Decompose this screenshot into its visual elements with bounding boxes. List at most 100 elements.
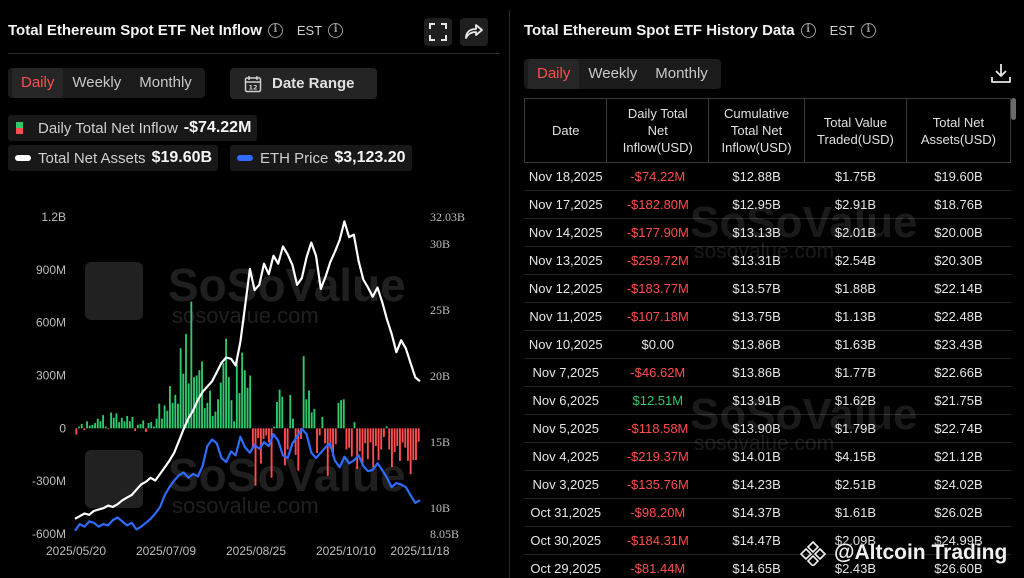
right-axis-tick-label: 10B — [430, 501, 450, 515]
fullscreen-button[interactable] — [424, 18, 452, 46]
inflow-bar — [88, 425, 91, 429]
legend-daily-inflow[interactable]: Daily Total Net Inflow -$74.22M — [8, 115, 258, 141]
cell-daily-inflow: -$46.62M — [606, 358, 709, 387]
col-date: Date — [524, 98, 608, 163]
timezone-info-icon[interactable]: i — [328, 23, 344, 38]
tab-monthly[interactable]: Monthly — [139, 74, 192, 91]
table-row[interactable]: Oct 31,2025 -$98.20M $14.37B $1.61B $26.02B — [524, 498, 1011, 527]
table-row[interactable]: Nov 14,2025 -$177.90M $13.13B $2.01B $20.00B — [524, 218, 1011, 247]
cell-cumulative: $13.13B — [708, 218, 805, 247]
table-row[interactable]: Nov 3,2025 -$135.76M $14.23B $2.51B $24.02B — [524, 470, 1011, 499]
inflow-bar — [83, 428, 86, 431]
inflow-bar — [275, 401, 278, 429]
cell-cumulative: $13.86B — [708, 330, 805, 359]
table-row[interactable]: Nov 18,2025 -$74.22M $12.88B $1.75B $19.60B — [524, 162, 1011, 191]
inflow-bar — [289, 394, 292, 429]
inflow-bar — [107, 428, 110, 430]
cell-date: Nov 10,2025 — [524, 330, 607, 359]
inflow-bar — [254, 428, 257, 486]
legend-assets-value: $19.60B — [151, 149, 213, 166]
history-table: Date Daily Total Net Inflow(USD) Cumulat… — [524, 98, 1011, 578]
inflow-bar — [182, 373, 185, 429]
inflow-bar — [246, 387, 249, 429]
table-row[interactable]: Nov 13,2025 -$259.72M $13.31B $2.54B $20.30B — [524, 246, 1011, 275]
left-axis-tick-label: 300M — [36, 369, 66, 383]
inflow-bar — [131, 416, 134, 429]
table-row[interactable]: Nov 11,2025 -$107.18M $13.75B $1.13B $22.48B — [524, 302, 1011, 331]
right-axis-tick-label: 32.03B — [430, 210, 465, 224]
table-row[interactable]: Nov 7,2025 -$46.62M $13.86B $1.77B $22.66B — [524, 358, 1011, 387]
left-axis-tick-label: 600M — [36, 316, 66, 330]
inflow-bar — [401, 428, 404, 443]
right-axis-tick-label: 15B — [430, 435, 450, 449]
cell-daily-inflow: -$107.18M — [606, 302, 709, 331]
cell-date: Nov 5,2025 — [524, 414, 607, 443]
info-icon[interactable]: i — [267, 23, 283, 38]
table-row[interactable]: Nov 12,2025 -$183.77M $13.57B $1.88B $22.14B — [524, 274, 1011, 303]
cell-traded: $2.01B — [804, 218, 907, 247]
table-row[interactable]: Oct 30,2025 -$184.31M $14.47B $2.09B $24.99B — [524, 526, 1011, 555]
panel-divider — [509, 10, 510, 578]
table-watermark-brand-bottom: SoSoValue — [690, 390, 918, 439]
table-row[interactable]: Nov 17,2025 -$182.80M $12.95B $2.91B $18.76B — [524, 190, 1011, 219]
inflow-bar — [342, 399, 345, 429]
history-timezone-info-icon[interactable]: i — [860, 23, 876, 38]
table-row[interactable]: Nov 10,2025 $0.00 $13.86B $1.63B $23.43B — [524, 330, 1011, 359]
history-table-container[interactable]: Date Daily Total Net Inflow(USD) Cumulat… — [524, 98, 1011, 578]
tab-daily[interactable]: Daily — [12, 68, 64, 98]
inflow-bar — [399, 428, 401, 461]
inflow-bar — [120, 417, 123, 429]
inflow-bar — [150, 422, 153, 429]
legend-net-assets[interactable]: Total Net Assets $19.60B — [8, 145, 219, 171]
cell-cumulative: $13.86B — [708, 358, 805, 387]
credit-text: @Altcoin Trading — [834, 541, 1008, 564]
table-row[interactable]: Nov 4,2025 -$219.37M $14.01B $4.15B $21.12B — [524, 442, 1011, 471]
tab-weekly[interactable]: Weekly — [72, 74, 122, 91]
inflow-bar — [185, 334, 187, 429]
inflow-bar — [318, 428, 321, 436]
inflow-bar — [222, 363, 225, 429]
inflow-bar — [361, 428, 364, 467]
net-assets-swatch-icon — [15, 155, 31, 161]
inflow-bar — [209, 390, 211, 429]
table-row[interactable]: Nov 6,2025 $12.51M $13.91B $1.62B $21.75B — [524, 386, 1011, 415]
inflow-bar — [190, 301, 193, 429]
inflow-bar — [249, 375, 252, 429]
history-tab-daily[interactable]: Daily — [528, 59, 580, 89]
history-tab-weekly[interactable]: Weekly — [588, 65, 638, 82]
cell-net-assets: $18.76B — [906, 190, 1011, 219]
inflow-bar — [160, 418, 163, 429]
inflow-legend-swatch-icon — [16, 122, 23, 134]
history-tab-monthly[interactable]: Monthly — [655, 65, 708, 82]
table-row[interactable]: Oct 29,2025 -$81.44M $14.65B $2.43B $26.60B — [524, 554, 1011, 578]
inflow-bar — [102, 415, 105, 429]
svg-text:12: 12 — [248, 83, 257, 91]
chart-watermark — [85, 262, 143, 508]
table-scrollbar[interactable] — [1011, 98, 1016, 120]
inflow-bar — [75, 428, 78, 435]
inflow-bar — [96, 418, 99, 429]
cell-daily-inflow: -$81.44M — [606, 554, 709, 578]
share-button[interactable] — [460, 18, 488, 46]
cell-cumulative: $13.31B — [708, 246, 805, 275]
inflow-bar — [115, 413, 118, 429]
table-header-row: Date Daily Total Net Inflow(USD) Cumulat… — [524, 98, 1011, 163]
cell-date: Nov 4,2025 — [524, 442, 607, 471]
history-info-icon[interactable]: i — [800, 23, 816, 38]
inflow-bar — [308, 390, 310, 429]
table-row[interactable]: Nov 5,2025 -$118.58M $13.90B $1.79B $22.74B — [524, 414, 1011, 443]
table-watermark-site-bottom: sosovalue.com — [694, 432, 835, 455]
inflow-bar — [278, 389, 281, 429]
eth-price-swatch-icon — [237, 155, 253, 161]
legend-eth-price[interactable]: ETH Price $3,123.20 — [230, 145, 412, 171]
inflow-bar — [284, 428, 286, 466]
cell-cumulative: $14.01B — [708, 442, 805, 471]
inflow-bar — [300, 428, 302, 439]
cell-date: Nov 14,2025 — [524, 218, 607, 247]
x-axis-tick-label: 2025/05/20 — [46, 544, 106, 558]
cell-traded: $2.54B — [804, 246, 907, 275]
cell-net-assets: $21.12B — [906, 442, 1011, 471]
download-button[interactable] — [990, 62, 1012, 89]
date-range-button[interactable]: 12 Date Range — [230, 68, 377, 99]
cell-date: Nov 18,2025 — [524, 162, 607, 191]
